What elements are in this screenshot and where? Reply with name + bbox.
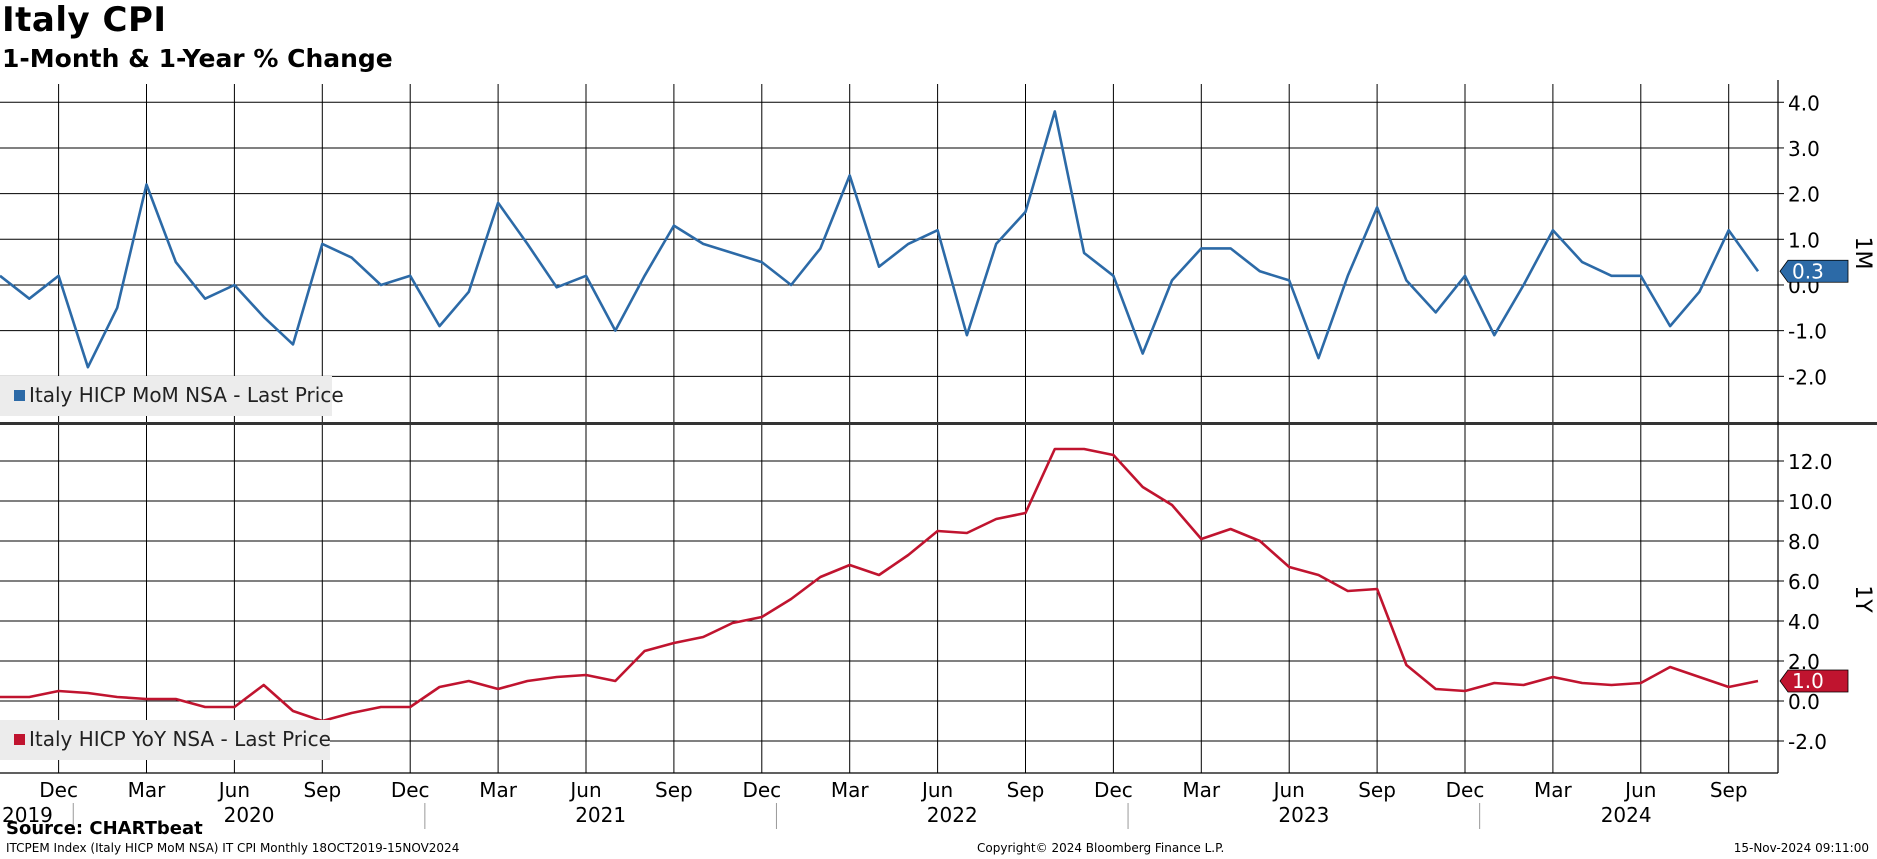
series-layer — [0, 110, 1760, 723]
last-value-tag — [1779, 259, 1849, 283]
panel-label: 1Y — [1850, 585, 1875, 613]
x-month-label: Dec — [1446, 778, 1485, 802]
x-month-label: Mar — [479, 778, 518, 802]
legend-layer: Italy HICP MoM NSA - Last Price Italy HIC… — [0, 376, 344, 760]
x-year-label: 2021 — [575, 803, 626, 827]
series-line-1M — [0, 110, 1760, 369]
x-month-label: Mar — [1182, 778, 1221, 802]
y-tick-label: -2.0 — [1788, 365, 1827, 389]
x-month-label: Mar — [831, 778, 870, 802]
last-value-label: 1.0 — [1792, 669, 1824, 693]
y-tick-label: -2.0 — [1788, 730, 1827, 754]
last-value-tag — [1779, 669, 1849, 693]
chart-subtitle: 1-Month & 1-Year % Change — [2, 44, 393, 73]
x-month-label: Dec — [1094, 778, 1133, 802]
y-tick-label: 1.0 — [1788, 228, 1820, 252]
x-month-label: Dec — [391, 778, 430, 802]
source-note: Source: CHARTbeat — [6, 818, 203, 839]
panel-label: 1M — [1850, 237, 1875, 270]
legend-box — [0, 376, 332, 416]
legend-swatch — [14, 734, 25, 745]
x-month-label: Mar — [1534, 778, 1573, 802]
x-month-label: Jun — [920, 778, 953, 802]
y-tick-label: 0.0 — [1788, 690, 1820, 714]
cpi-chart: 4.03.02.01.00.0-1.0-2.00.31M12.010.08.06… — [0, 80, 1877, 829]
x-month-label: Dec — [742, 778, 781, 802]
chart-title: Italy CPI — [2, 0, 167, 40]
x-month-label: Dec — [39, 778, 78, 802]
x-month-label: Sep — [655, 778, 693, 802]
y-tick-label: 12.0 — [1788, 450, 1833, 474]
x-month-label: Sep — [1710, 778, 1748, 802]
y-tick-label: 8.0 — [1788, 530, 1820, 554]
y-tick-label: -1.0 — [1788, 320, 1827, 344]
axis-layer: 4.03.02.01.00.0-1.0-2.00.31M12.010.08.06… — [0, 80, 1875, 829]
y-tick-label: 4.0 — [1788, 91, 1820, 115]
x-month-label: Jun — [217, 778, 250, 802]
y-tick-label: 4.0 — [1788, 610, 1820, 634]
y-tick-label: 3.0 — [1788, 137, 1820, 161]
x-year-label: 2023 — [1278, 803, 1329, 827]
x-month-label: Sep — [303, 778, 341, 802]
legend-label: Italy HICP MoM NSA - Last Price — [29, 383, 344, 407]
x-month-label: Jun — [1272, 778, 1305, 802]
legend-box — [0, 720, 330, 760]
timestamp-note: 15-Nov-2024 09:11:00 — [1733, 841, 1869, 855]
x-year-label: 2024 — [1601, 803, 1652, 827]
y-tick-label: 6.0 — [1788, 570, 1820, 594]
x-year-label: 2019 — [2, 803, 53, 827]
series-line-1Y — [0, 447, 1759, 723]
last-value-label: 0.3 — [1792, 259, 1824, 283]
x-month-label: Mar — [128, 778, 167, 802]
x-year-label: 2022 — [927, 803, 978, 827]
grid-layer — [0, 84, 1877, 773]
y-tick-label: 10.0 — [1788, 490, 1833, 514]
x-month-label: Jun — [568, 778, 601, 802]
x-month-label: Sep — [1358, 778, 1396, 802]
legend-label: Italy HICP YoY NSA - Last Price — [29, 727, 331, 751]
y-tick-label: 2.0 — [1788, 183, 1820, 207]
copyright-note: Copyright© 2024 Bloomberg Finance L.P. — [977, 841, 1225, 855]
x-month-label: Jun — [1623, 778, 1656, 802]
query-note: ITCPEM Index (Italy HICP MoM NSA) IT CPI… — [6, 841, 460, 855]
x-month-label: Sep — [1007, 778, 1045, 802]
x-year-label: 2020 — [224, 803, 275, 827]
legend-swatch — [14, 390, 25, 401]
